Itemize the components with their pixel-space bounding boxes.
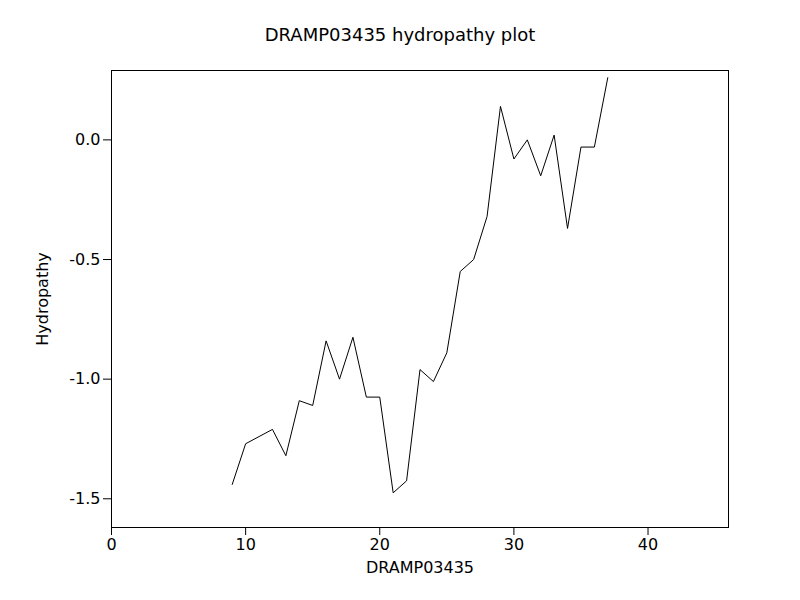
svg-text:10: 10 (235, 535, 255, 554)
svg-text:40: 40 (638, 535, 658, 554)
svg-text:DRAMP03435: DRAMP03435 (366, 558, 474, 577)
svg-text:0.0: 0.0 (75, 130, 100, 149)
svg-text:30: 30 (504, 535, 524, 554)
svg-text:-1.5: -1.5 (69, 489, 100, 508)
svg-text:0: 0 (106, 535, 116, 554)
svg-text:Hydropathy: Hydropathy (33, 252, 52, 346)
svg-text:20: 20 (370, 535, 390, 554)
html-text:DRAMP03435 hydropathy plot: DRAMP03435 hydropathy plot (264, 24, 536, 45)
svg-text:-1.0: -1.0 (69, 369, 100, 388)
svg-text:-0.5: -0.5 (69, 250, 100, 269)
